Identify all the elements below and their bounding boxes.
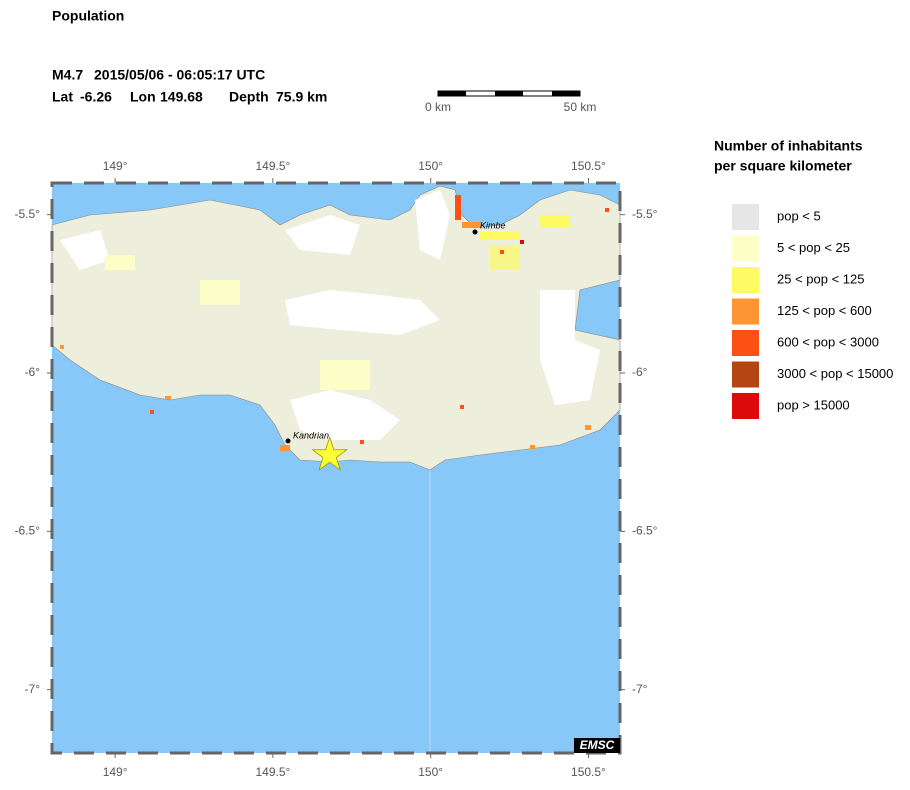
legend-label: 125 < pop < 600: [777, 303, 872, 318]
legend-title: Number of inhabitants: [714, 138, 863, 154]
y-tick-label: -5.5°: [632, 207, 658, 221]
legend: pop < 5 5 < pop < 25 25 < pop < 125 125 < p…: [732, 204, 893, 419]
map: Kimbe Kandrian EMSC 149° 149° 149.5° 149.5°…: [15, 159, 658, 779]
legend-swatch: [732, 298, 759, 325]
x-tick-label: 149.5°: [255, 765, 290, 779]
city-label: Kandrian: [293, 430, 329, 440]
legend-label: pop > 15000: [777, 397, 850, 412]
x-tick-label: 149°: [103, 765, 128, 779]
credit: EMSC: [580, 738, 615, 752]
title: Population: [52, 8, 124, 24]
x-tick-label: 149.5°: [255, 159, 290, 173]
y-tick-label: -5.5°: [15, 207, 41, 221]
lat-value: -6.26: [80, 89, 112, 105]
x-tick-label: 150°: [418, 765, 443, 779]
depth-value: 75.9 km: [276, 89, 327, 105]
legend-swatch: [732, 267, 759, 293]
legend-label: 5 < pop < 25: [777, 240, 850, 255]
city-kimbe: Kimbe: [472, 220, 506, 235]
density-cells: [60, 195, 609, 451]
y-tick-label: -6°: [632, 365, 648, 379]
event-magnitude: M4.7: [52, 67, 83, 83]
lon-value: 149.68: [160, 89, 203, 105]
sparse-areas: [60, 190, 600, 440]
legend-swatch: [732, 361, 759, 388]
x-tick-label: 150.5°: [571, 765, 606, 779]
epicenter: [311, 436, 349, 471]
legend-label: 3000 < pop < 15000: [777, 366, 893, 381]
scale-bar: 0 km 50 km: [425, 90, 597, 114]
y-tick-label: -6.5°: [632, 524, 658, 538]
event-datetime: 2015/05/06 - 06:05:17 UTC: [94, 67, 265, 83]
depth-label: Depth: [229, 89, 269, 105]
y-tick-label: -6°: [25, 365, 41, 379]
x-tick-label: 150.5°: [571, 159, 606, 173]
legend-title: per square kilometer: [714, 158, 852, 174]
lon-label: Lon: [130, 89, 156, 105]
scale-start: 0 km: [425, 100, 451, 114]
x-tick-label: 150°: [418, 159, 443, 173]
legend-label: 25 < pop < 125: [777, 271, 864, 286]
y-tick-label: -6.5°: [15, 524, 41, 538]
legend-swatch: [732, 330, 759, 356]
y-tick-label: -7°: [632, 682, 648, 696]
map-frame: [50, 181, 622, 755]
credit-box: [574, 738, 620, 753]
city-kandrian: Kandrian: [285, 430, 329, 444]
scale-end: 50 km: [564, 100, 597, 114]
x-tick-label: 149°: [103, 159, 128, 173]
legend-label: pop < 5: [777, 208, 821, 223]
y-tick-label: -7°: [25, 682, 41, 696]
lat-label: Lat: [52, 89, 73, 105]
legend-swatch: [732, 204, 759, 230]
legend-label: 600 < pop < 3000: [777, 334, 879, 349]
city-label: Kimbe: [480, 220, 506, 230]
legend-swatch: [732, 393, 759, 419]
legend-swatch: [732, 235, 759, 262]
